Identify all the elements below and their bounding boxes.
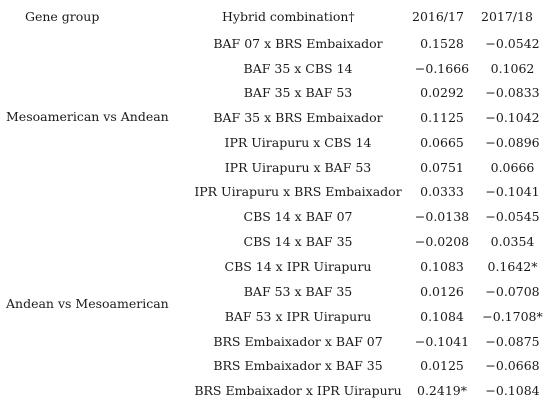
hybrid-cell: BAF 07 x BRS Embaixador xyxy=(213,36,383,51)
value-2017-18-cell: −0.0833 xyxy=(485,85,540,100)
value-2016-17-cell: −0.1666 xyxy=(414,61,470,76)
value-2016-17-cell: 0.0292 xyxy=(420,85,464,100)
value-2017-18-cell: −0.1041 xyxy=(485,184,540,199)
value-2017-18-cell: −0.1084 xyxy=(485,383,540,398)
value-2017-18-cell: −0.0542 xyxy=(485,36,540,51)
value-2017-18-cell: −0.1042 xyxy=(485,110,540,125)
value-2017-18-cell: −0.1708* xyxy=(482,309,543,324)
hybrid-cell: IPR Uirapuru x BRS Embaixador xyxy=(194,184,402,199)
value-2017-18-cell: 0.0354 xyxy=(490,234,535,249)
hybrid-cell: BRS Embaixador x BAF 07 xyxy=(213,334,383,349)
header-year-2017-18: 2017/18 xyxy=(481,9,533,24)
hybrid-cell: CBS 14 x BAF 35 xyxy=(243,234,353,249)
value-2016-17-cell: 0.0125 xyxy=(420,358,464,373)
value-2017-18-cell: 0.0666 xyxy=(490,160,535,175)
header-gene-group: Gene group xyxy=(25,9,100,24)
value-2017-18-cell: −0.0545 xyxy=(485,209,540,224)
hybrid-cell: BAF 53 x BAF 35 xyxy=(243,284,353,299)
hybrid-cell: BAF 35 x BAF 53 xyxy=(243,85,353,100)
value-2016-17-cell: −0.0138 xyxy=(414,209,470,224)
hybrid-cell: IPR Uirapuru x BAF 53 xyxy=(224,160,372,175)
value-2016-17-cell: 0.0751 xyxy=(420,160,464,175)
value-2016-17-cell: 0.1084 xyxy=(420,309,464,324)
hybrid-cell: BAF 53 x IPR Uirapuru xyxy=(224,309,372,324)
value-2017-18-cell: −0.0896 xyxy=(485,135,540,150)
value-2017-18-cell: 0.1642* xyxy=(487,259,538,274)
value-2016-17-cell: 0.0665 xyxy=(420,135,464,150)
value-2016-17-cell: 0.0333 xyxy=(420,184,464,199)
value-2016-17-cell: 0.1125 xyxy=(420,110,464,125)
hybrid-cell: BAF 35 x CBS 14 xyxy=(243,61,353,76)
value-2016-17-cell: 0.1528 xyxy=(420,36,464,51)
hybrid-cell: IPR Uirapuru x CBS 14 xyxy=(224,135,372,150)
value-2017-18-cell: 0.1062 xyxy=(490,61,535,76)
value-2017-18-cell: −0.0708 xyxy=(485,284,540,299)
hybrid-cell: BRS Embaixador x IPR Uirapuru xyxy=(194,383,402,398)
value-2017-18-cell: −0.0668 xyxy=(485,358,540,373)
hybrid-cell: BAF 35 x BRS Embaixador xyxy=(213,110,383,125)
header-year-2016-17: 2016/17 xyxy=(412,9,464,24)
hybrid-cell: BRS Embaixador x BAF 35 xyxy=(213,358,383,373)
group-label-andean-vs-mesoamerican: Andean vs Mesoamerican xyxy=(6,296,169,311)
value-2016-17-cell: −0.1041 xyxy=(414,334,470,349)
group-label-mesoamerican-vs-andean: Mesoamerican vs Andean xyxy=(6,109,169,124)
value-2016-17-cell: 0.1083 xyxy=(420,259,464,274)
value-2016-17-cell: −0.0208 xyxy=(414,234,470,249)
value-2017-18-cell: −0.0875 xyxy=(485,334,540,349)
hybrid-cell: CBS 14 x BAF 07 xyxy=(243,209,353,224)
value-2016-17-cell: 0.0126 xyxy=(420,284,464,299)
value-2016-17-cell: 0.2419* xyxy=(417,383,467,398)
hybrid-cell: CBS 14 x IPR Uirapuru xyxy=(224,259,372,274)
header-hybrid-combination: Hybrid combination† xyxy=(222,9,355,24)
